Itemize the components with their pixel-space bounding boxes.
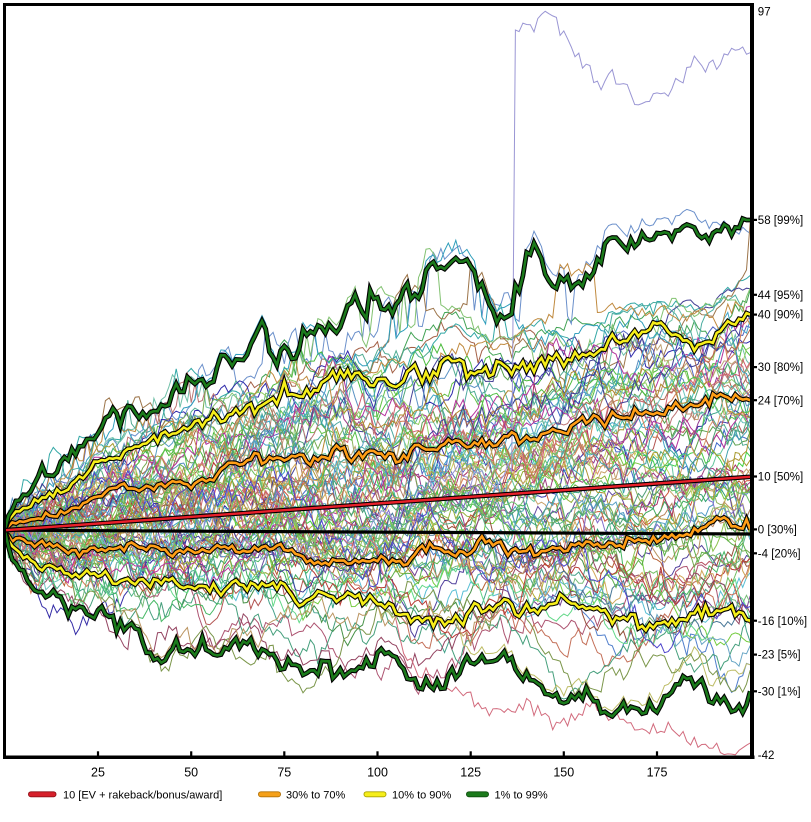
svg-text:100: 100 [367, 766, 388, 780]
svg-text:97: 97 [758, 6, 771, 18]
svg-text:10 [EV + rakeback/bonus/award]: 10 [EV + rakeback/bonus/award] [63, 790, 222, 802]
svg-text:50: 50 [184, 766, 198, 780]
svg-text:10% to 90%: 10% to 90% [392, 790, 452, 802]
svg-text:30% to 70%: 30% to 70% [286, 790, 346, 802]
svg-text:75: 75 [277, 766, 291, 780]
svg-text:58 [99%]: 58 [99%] [758, 215, 803, 227]
svg-text:40 [90%]: 40 [90%] [758, 310, 803, 322]
svg-text:175: 175 [647, 766, 668, 780]
svg-text:10 [50%]: 10 [50%] [758, 472, 803, 484]
svg-text:1% to 99%: 1% to 99% [495, 790, 548, 802]
svg-text:150: 150 [553, 766, 574, 780]
svg-text:-23 [5%]: -23 [5%] [758, 650, 801, 662]
svg-text:25: 25 [91, 766, 105, 780]
svg-text:-30 [1%]: -30 [1%] [758, 686, 801, 698]
svg-text:30 [80%]: 30 [80%] [758, 362, 803, 374]
svg-text:0 [30%]: 0 [30%] [758, 525, 797, 537]
svg-text:44 [95%]: 44 [95%] [758, 290, 803, 302]
svg-text:125: 125 [460, 766, 481, 780]
svg-text:-16 [10%]: -16 [10%] [758, 616, 807, 628]
svg-text:24 [70%]: 24 [70%] [758, 395, 803, 407]
svg-text:-42: -42 [758, 750, 775, 762]
svg-text:-4 [20%]: -4 [20%] [758, 548, 801, 560]
